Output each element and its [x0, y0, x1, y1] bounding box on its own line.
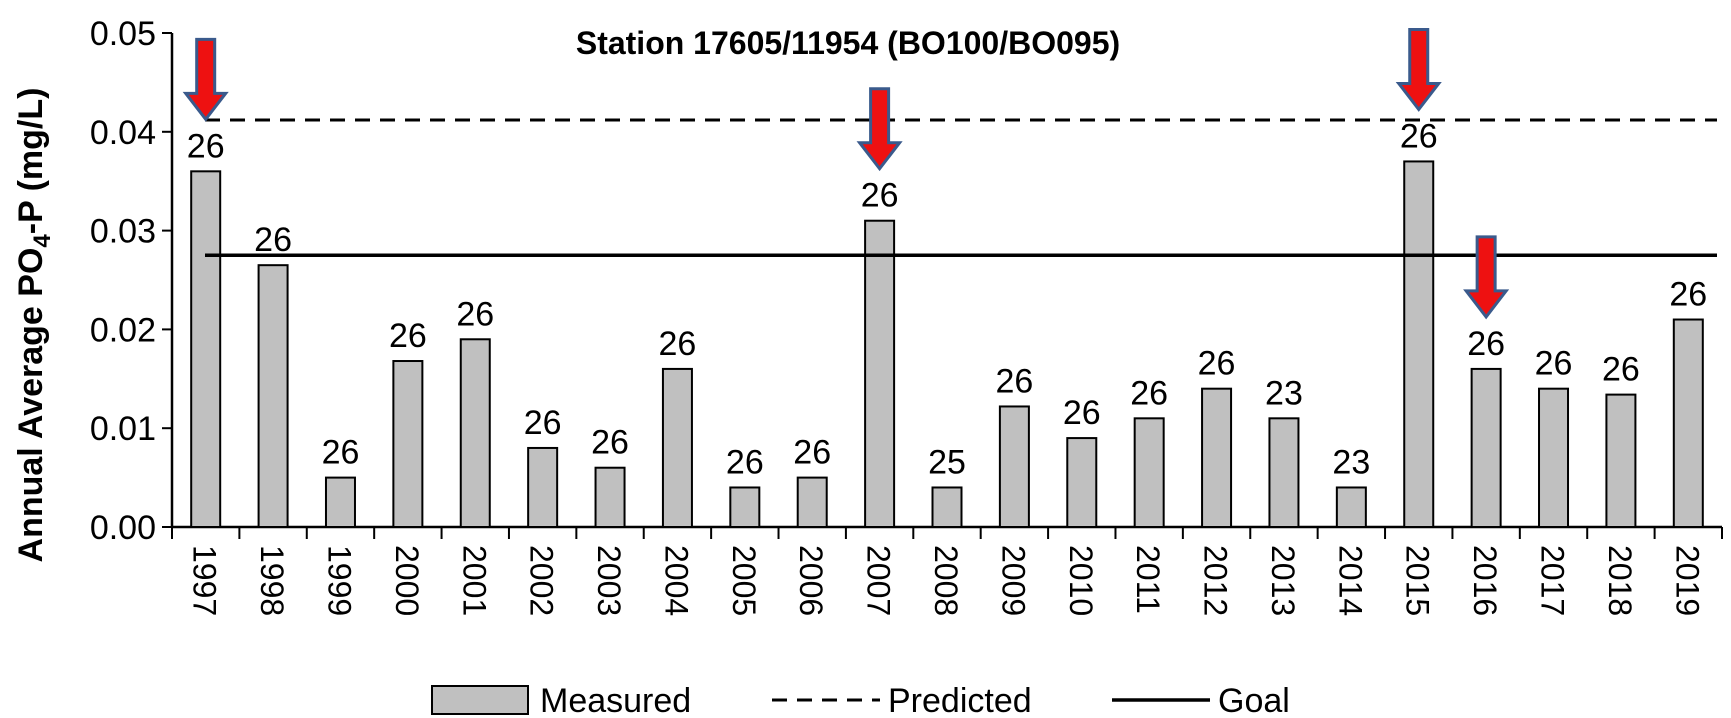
x-tick-label: 2018 — [1602, 545, 1638, 616]
y-tick-label: 0.02 — [90, 311, 156, 349]
sample-count-label: 26 — [1400, 117, 1438, 155]
y-axis-label: Annual Average PO4-P (mg/L) — [12, 88, 56, 563]
x-tick-label: 1997 — [187, 545, 223, 616]
bar-2007 — [864, 219, 896, 528]
y-tick-label: 0.03 — [90, 213, 156, 251]
bar-1999 — [324, 476, 356, 529]
sample-count-label: 26 — [591, 424, 629, 462]
y-tick-label: 0.00 — [90, 509, 156, 547]
bar-2017 — [1538, 387, 1570, 528]
x-tick-label: 2006 — [793, 545, 829, 616]
y-tick-label: 0.04 — [90, 114, 156, 152]
bars — [190, 160, 1704, 529]
x-tick-label: 2005 — [726, 545, 762, 616]
legend: Measured Predicted Goal — [431, 682, 1290, 718]
y-tick-labels: 0.00 0.01 0.02 0.03 0.04 0.05 — [90, 15, 156, 547]
x-tick-label: 1999 — [321, 545, 357, 616]
arrow-down-icon — [1395, 27, 1442, 112]
sample-count-label: 26 — [1198, 345, 1236, 383]
legend-label-goal: Goal — [1218, 682, 1290, 718]
bar-2003 — [594, 466, 626, 528]
y-tick-label: 0.05 — [90, 15, 156, 53]
chart-title: Station 17605/11954 (BO100/BO095) — [576, 25, 1120, 61]
reference-lines — [205, 118, 1717, 258]
y-axis-label-suffix: -P (mg/L) — [12, 88, 50, 235]
sample-count-label: 26 — [1467, 325, 1505, 363]
sample-count-label: 26 — [1602, 351, 1640, 389]
x-tick-label: 2016 — [1467, 545, 1503, 616]
sample-count-labels: 26 26 26 26 26 26 26 26 26 26 26 25 26 26 26 26 23 23 26 26… — [187, 117, 1707, 481]
x-tick-label: 2011 — [1130, 545, 1166, 614]
sample-count-label: 26 — [726, 443, 764, 481]
y-axis-label-subscript: 4 — [29, 234, 56, 248]
x-tick-label: 2010 — [1063, 545, 1099, 616]
arrow-down-icon — [856, 87, 903, 172]
y-tick-label: 0.01 — [90, 410, 156, 448]
x-tick-label: 2009 — [995, 545, 1031, 616]
sample-count-label: 25 — [928, 443, 966, 481]
x-tick-label: 2000 — [389, 545, 425, 616]
sample-count-label: 26 — [861, 177, 899, 215]
sample-count-label: 26 — [659, 325, 697, 363]
x-tick-label: 2013 — [1265, 545, 1301, 616]
x-tick-label: 2002 — [524, 545, 560, 616]
sample-count-label: 26 — [389, 317, 427, 355]
arrow-down-icon — [1463, 235, 1510, 320]
event-arrows — [182, 27, 1510, 320]
sample-count-label: 26 — [1669, 276, 1707, 314]
bar-2004 — [661, 367, 693, 529]
bar-2009 — [998, 405, 1030, 528]
bar-2010 — [1066, 437, 1098, 528]
x-tick-label: 2003 — [591, 545, 627, 616]
bar-2006 — [796, 476, 828, 529]
x-tick-label: 2001 — [456, 545, 492, 616]
bar-2014 — [1335, 486, 1367, 529]
bar-2012 — [1201, 387, 1233, 528]
x-tick-label: 2014 — [1332, 545, 1368, 616]
sample-count-label: 26 — [1535, 345, 1573, 383]
bar-2008 — [931, 486, 963, 529]
sample-count-label: 26 — [995, 362, 1033, 400]
sample-count-label: 26 — [322, 434, 360, 472]
bar-2011 — [1133, 417, 1165, 529]
x-tick-label: 2012 — [1198, 545, 1234, 616]
x-tick-label: 2004 — [658, 545, 694, 616]
bar-2015 — [1403, 160, 1435, 528]
x-tick-label: 2019 — [1669, 545, 1705, 616]
sample-count-label: 26 — [793, 434, 831, 472]
sample-count-label: 26 — [254, 221, 292, 259]
sample-count-label: 23 — [1332, 443, 1370, 481]
bar-2018 — [1605, 393, 1637, 528]
bar-2013 — [1268, 417, 1300, 529]
bar-1998 — [257, 264, 289, 528]
bar-1997 — [190, 170, 222, 528]
bar-2019 — [1672, 318, 1704, 528]
x-tick-label: 2007 — [861, 545, 897, 616]
bar-2000 — [392, 360, 424, 528]
legend-label-predicted: Predicted — [888, 682, 1032, 718]
bar-2001 — [459, 338, 491, 528]
x-tick-labels: 1997 1998 1999 2000 2001 2002 2003 2004 2005 2006… — [187, 545, 1706, 616]
bar-2016 — [1470, 367, 1502, 529]
sample-count-label: 26 — [1130, 374, 1168, 412]
bar-2002 — [527, 446, 559, 528]
sample-count-label: 23 — [1265, 374, 1303, 412]
sample-count-label: 26 — [524, 404, 562, 442]
x-tick-label: 1998 — [254, 545, 290, 616]
x-tick-label: 2015 — [1400, 545, 1436, 616]
sample-count-label: 26 — [187, 127, 225, 165]
sample-count-label: 26 — [456, 295, 494, 333]
sample-count-label: 26 — [1063, 394, 1101, 432]
x-tick-label: 2008 — [928, 545, 964, 616]
y-axis-label-prefix: Annual Average PO — [12, 248, 50, 563]
arrow-down-icon — [182, 37, 229, 122]
bar-2005 — [729, 486, 761, 529]
legend-label-measured: Measured — [540, 682, 691, 718]
legend-swatch-measured — [431, 685, 529, 715]
x-tick-label: 2017 — [1535, 545, 1571, 616]
